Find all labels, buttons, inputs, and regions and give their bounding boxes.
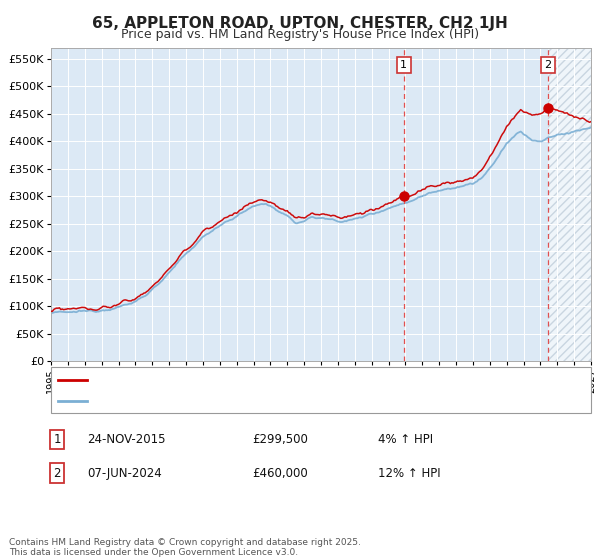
Text: HPI: Average price, detached house, Cheshire West and Chester: HPI: Average price, detached house, Ches… [92, 396, 427, 406]
Text: Contains HM Land Registry data © Crown copyright and database right 2025.
This d: Contains HM Land Registry data © Crown c… [9, 538, 361, 557]
Text: 07-JUN-2024: 07-JUN-2024 [87, 466, 162, 480]
Text: 2: 2 [544, 60, 551, 70]
Text: 24-NOV-2015: 24-NOV-2015 [87, 433, 166, 446]
Text: 1: 1 [53, 433, 61, 446]
Bar [548, 48, 591, 361]
Text: Price paid vs. HM Land Registry's House Price Index (HPI): Price paid vs. HM Land Registry's House … [121, 28, 479, 41]
Text: 2: 2 [53, 466, 61, 480]
Text: 1: 1 [400, 60, 407, 70]
Text: 12% ↑ HPI: 12% ↑ HPI [378, 466, 440, 480]
Text: £299,500: £299,500 [252, 433, 308, 446]
Text: 4% ↑ HPI: 4% ↑ HPI [378, 433, 433, 446]
Text: £460,000: £460,000 [252, 466, 308, 480]
Text: 65, APPLETON ROAD, UPTON, CHESTER, CH2 1JH: 65, APPLETON ROAD, UPTON, CHESTER, CH2 1… [92, 16, 508, 31]
Text: 65, APPLETON ROAD, UPTON, CHESTER, CH2 1JH (detached house): 65, APPLETON ROAD, UPTON, CHESTER, CH2 1… [92, 375, 440, 385]
